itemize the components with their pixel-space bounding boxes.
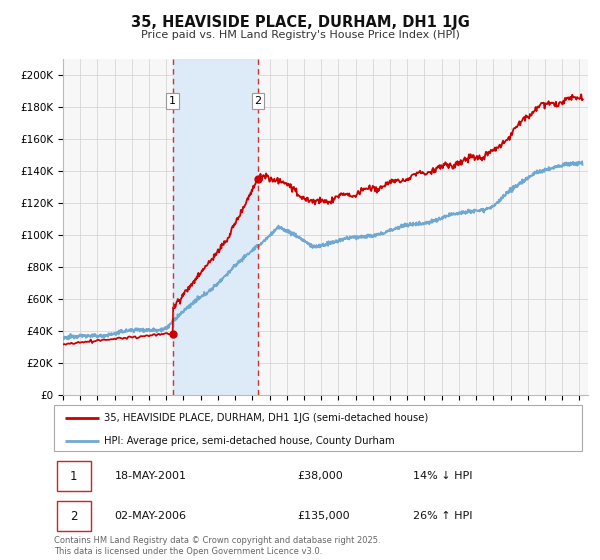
Text: 26% ↑ HPI: 26% ↑ HPI xyxy=(413,511,473,521)
Text: HPI: Average price, semi-detached house, County Durham: HPI: Average price, semi-detached house,… xyxy=(104,436,395,446)
Text: 1: 1 xyxy=(70,470,77,483)
Text: 18-MAY-2001: 18-MAY-2001 xyxy=(115,471,187,481)
Text: Price paid vs. HM Land Registry's House Price Index (HPI): Price paid vs. HM Land Registry's House … xyxy=(140,30,460,40)
Text: 02-MAY-2006: 02-MAY-2006 xyxy=(115,511,187,521)
Text: Contains HM Land Registry data © Crown copyright and database right 2025.
This d: Contains HM Land Registry data © Crown c… xyxy=(54,536,380,556)
Text: 2: 2 xyxy=(254,96,262,106)
Text: 35, HEAVISIDE PLACE, DURHAM, DH1 1JG: 35, HEAVISIDE PLACE, DURHAM, DH1 1JG xyxy=(131,15,469,30)
FancyBboxPatch shape xyxy=(56,461,91,491)
Text: 14% ↓ HPI: 14% ↓ HPI xyxy=(413,471,473,481)
Text: £38,000: £38,000 xyxy=(297,471,343,481)
FancyBboxPatch shape xyxy=(56,501,91,531)
Text: 2: 2 xyxy=(70,510,77,523)
Text: £135,000: £135,000 xyxy=(297,511,350,521)
FancyBboxPatch shape xyxy=(54,405,582,451)
Text: 1: 1 xyxy=(169,96,176,106)
Text: 35, HEAVISIDE PLACE, DURHAM, DH1 1JG (semi-detached house): 35, HEAVISIDE PLACE, DURHAM, DH1 1JG (se… xyxy=(104,413,428,423)
Bar xyxy=(173,59,258,395)
